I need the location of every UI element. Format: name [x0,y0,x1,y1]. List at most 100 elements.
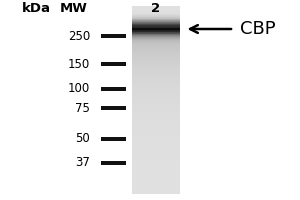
Bar [132,15,180,16]
Bar [132,155,180,156]
Bar [132,102,180,103]
Text: kDa: kDa [22,2,50,16]
Bar [132,124,180,125]
Bar [132,50,180,51]
Bar [132,70,180,71]
Bar [132,176,180,177]
Bar [132,149,180,150]
Bar [132,167,180,168]
Bar [132,29,180,30]
Bar [132,18,180,19]
Text: 2: 2 [152,2,160,16]
Bar [132,57,180,58]
Bar [132,96,180,97]
Bar [132,159,180,160]
Bar [132,53,180,54]
Bar [132,79,180,80]
Text: 37: 37 [75,156,90,170]
Bar [132,87,180,88]
Bar [132,126,180,127]
Bar [132,8,180,9]
Bar [132,133,180,134]
Bar [132,7,180,8]
Bar [132,190,180,191]
Bar [132,158,180,159]
Bar [132,131,180,132]
Bar [132,82,180,83]
Bar [132,165,180,166]
Bar [132,141,180,142]
Bar [132,51,180,52]
Bar [132,143,180,144]
Bar [132,88,180,89]
Bar [100,62,126,66]
Bar [132,33,180,34]
Bar [132,76,180,77]
Text: 150: 150 [68,58,90,71]
Bar [132,185,180,186]
Bar [132,135,180,136]
Bar [132,104,180,105]
Bar [132,30,180,31]
Bar [132,64,180,65]
Bar [132,69,180,70]
Bar [132,32,180,33]
Text: MW: MW [60,2,87,16]
Bar [132,36,180,37]
Text: 100: 100 [68,82,90,95]
Bar [132,60,180,61]
Bar [132,35,180,36]
Bar [100,137,126,141]
Bar [132,174,180,175]
Bar [132,152,180,153]
Bar [132,163,180,164]
Bar [132,178,180,179]
Bar [132,168,180,169]
Bar [132,187,180,188]
Bar [132,95,180,96]
Bar [132,72,180,73]
Bar [132,145,180,146]
Bar [132,117,180,118]
Bar [132,139,180,140]
Text: 250: 250 [68,29,90,43]
Bar [132,113,180,114]
Bar [132,90,180,91]
Bar [132,56,180,57]
Bar [132,25,180,26]
Bar [132,115,180,116]
Bar [132,66,180,67]
Bar [132,123,180,124]
Bar [132,80,180,81]
Bar [132,181,180,182]
Bar [132,189,180,190]
Bar [132,21,180,22]
Bar [132,6,180,7]
Bar [132,52,180,53]
Bar [132,27,180,28]
Bar [132,179,180,180]
Bar [132,46,180,47]
Bar [132,140,180,141]
Bar [132,129,180,130]
Bar [100,106,126,110]
Bar [132,62,180,63]
Bar [132,68,180,69]
Bar [132,144,180,145]
Bar [132,100,180,101]
Bar [132,157,180,158]
Bar [132,170,180,171]
Bar [132,13,180,14]
Bar [132,75,180,76]
Bar [132,71,180,72]
Bar [132,138,180,139]
Bar [132,105,180,106]
Bar [132,78,180,79]
Bar [132,160,180,161]
Bar [132,93,180,94]
Bar [132,40,180,41]
Bar [132,83,180,84]
Bar [132,183,180,184]
Bar [132,182,180,183]
Bar [132,99,180,100]
